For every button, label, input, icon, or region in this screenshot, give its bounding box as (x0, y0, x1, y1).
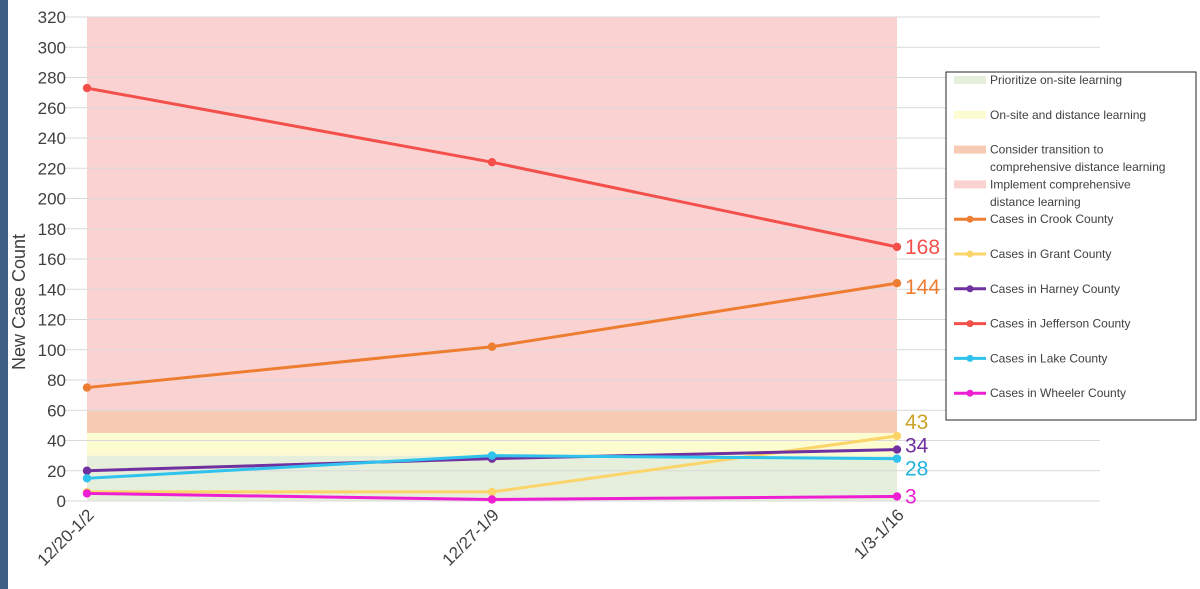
band-consider-transition-to-comprehensive-distance-learning (87, 410, 897, 433)
legend-label: On-site and distance learning (990, 108, 1146, 122)
data-point-cases-in-jefferson-county (487, 158, 497, 167)
data-point-cases-in-wheeler-county (892, 492, 902, 501)
data-point-cases-in-grant-county (487, 487, 497, 497)
y-tick-label: 120 (38, 311, 66, 330)
y-tick-label: 80 (47, 371, 66, 390)
end-label-cases-in-crook-county: 144 (905, 276, 940, 299)
band-on-site-and-distance-learning (87, 432, 897, 456)
y-tick-label: 220 (38, 159, 66, 178)
legend-swatch (954, 110, 986, 119)
legend-label: Cases in Lake County (990, 351, 1107, 365)
x-axis-ticks: 12/20-1/2 12/27-1/9 1/3-1/16 (34, 505, 908, 569)
legend-label: Cases in Jefferson County (990, 317, 1131, 331)
gridlines (65, 16, 1100, 502)
series-lines (82, 83, 902, 504)
legend-label: Cases in Crook County (990, 212, 1113, 226)
y-tick-label: 40 (47, 432, 66, 451)
legend: Prioritize on-site learning On-site and d… (945, 71, 1197, 421)
y-tick-label: 300 (38, 38, 66, 57)
data-point-cases-in-wheeler-county (82, 489, 92, 498)
legend-label: Prioritize on-site learning (990, 73, 1122, 87)
legend-swatch-marker (966, 354, 974, 362)
data-point-cases-in-lake-county (487, 451, 497, 460)
legend-item-consider-transition-to-comprehensive-distance-learning: Consider transition to comprehensive dist… (954, 143, 1165, 174)
legend-item-cases-in-harney-county: Cases in Harney County (954, 282, 1120, 296)
end-label-cases-in-wheeler-county: 3 (905, 485, 917, 508)
data-point-cases-in-jefferson-county (892, 242, 902, 252)
x-tick-label: 12/27-1/9 (439, 505, 503, 569)
data-point-cases-in-jefferson-county (82, 83, 92, 93)
legend-item-cases-in-wheeler-county: Cases in Wheeler County (954, 386, 1126, 400)
data-point-cases-in-harney-county (82, 466, 92, 475)
legend-label: Consider transition to (990, 143, 1104, 157)
y-tick-label: 240 (38, 129, 66, 148)
legend-swatch-marker (966, 250, 974, 258)
legend-swatch (954, 180, 986, 189)
y-tick-label: 320 (38, 8, 66, 27)
data-point-cases-in-lake-county (82, 474, 92, 483)
legend-label: distance learning (990, 195, 1081, 209)
data-point-cases-in-crook-county (487, 342, 497, 351)
end-label-cases-in-lake-county: 28 (905, 458, 928, 481)
x-tick-label: 12/20-1/2 (34, 505, 98, 569)
y-axis-ticks: 0 20 40 60 80 100 120 140 160 180 200 220 240 260 280 3… (38, 8, 66, 511)
band-implement-comprehensive-distance-learning (87, 17, 897, 411)
legend-item-implement-comprehensive-distance-learning: Implement comprehensive distance learning (954, 177, 1131, 209)
legend-swatch-marker (966, 320, 974, 328)
y-tick-label: 200 (38, 190, 66, 209)
y-tick-label: 280 (38, 69, 66, 88)
data-point-cases-in-lake-county (892, 454, 902, 463)
y-tick-label: 60 (47, 401, 66, 420)
legend-item-cases-in-lake-county: Cases in Lake County (954, 351, 1107, 365)
x-tick-label: 1/3-1/16 (850, 505, 908, 563)
y-tick-label: 0 (57, 492, 66, 511)
legend-item-cases-in-grant-county: Cases in Grant County (954, 247, 1111, 261)
data-point-cases-in-wheeler-county (487, 495, 497, 504)
data-point-cases-in-crook-county (82, 383, 92, 392)
legend-swatch-marker (966, 285, 974, 293)
y-tick-label: 260 (38, 99, 66, 118)
legend-item-on-site-and-distance-learning: On-site and distance learning (954, 108, 1146, 122)
y-tick-label: 100 (38, 341, 66, 360)
legend-box (945, 71, 1197, 421)
legend-item-cases-in-jefferson-county: Cases in Jefferson County (954, 317, 1131, 331)
legend-label: comprehensive distance learning (990, 160, 1165, 174)
y-tick-label: 180 (38, 220, 66, 239)
end-label-cases-in-jefferson-county: 168 (905, 236, 940, 259)
data-point-cases-in-crook-county (892, 279, 902, 288)
legend-item-cases-in-crook-county: Cases in Crook County (954, 212, 1113, 226)
legend-swatch (954, 76, 986, 84)
legend-label: Cases in Harney County (990, 282, 1120, 296)
data-point-cases-in-harney-county (892, 445, 902, 454)
legend-swatch-marker (966, 215, 974, 223)
y-tick-label: 20 (47, 462, 66, 481)
data-point-cases-in-grant-county (892, 431, 902, 441)
legend-swatch (954, 145, 986, 154)
end-label-cases-in-harney-county: 34 (905, 435, 929, 458)
end-label-cases-in-grant-county: 43 (905, 411, 928, 434)
y-tick-label: 160 (38, 250, 66, 269)
legend-swatch-marker (966, 389, 974, 397)
legend-item-prioritize-on-site-learning: Prioritize on-site learning (954, 73, 1122, 87)
legend-label: Cases in Wheeler County (990, 386, 1126, 400)
legend-label: Cases in Grant County (990, 247, 1111, 261)
legend-label: Implement comprehensive (990, 177, 1131, 191)
y-tick-label: 140 (38, 280, 66, 299)
y-axis-label: New Case Count (9, 234, 29, 370)
slide-edge-bar (0, 0, 8, 589)
